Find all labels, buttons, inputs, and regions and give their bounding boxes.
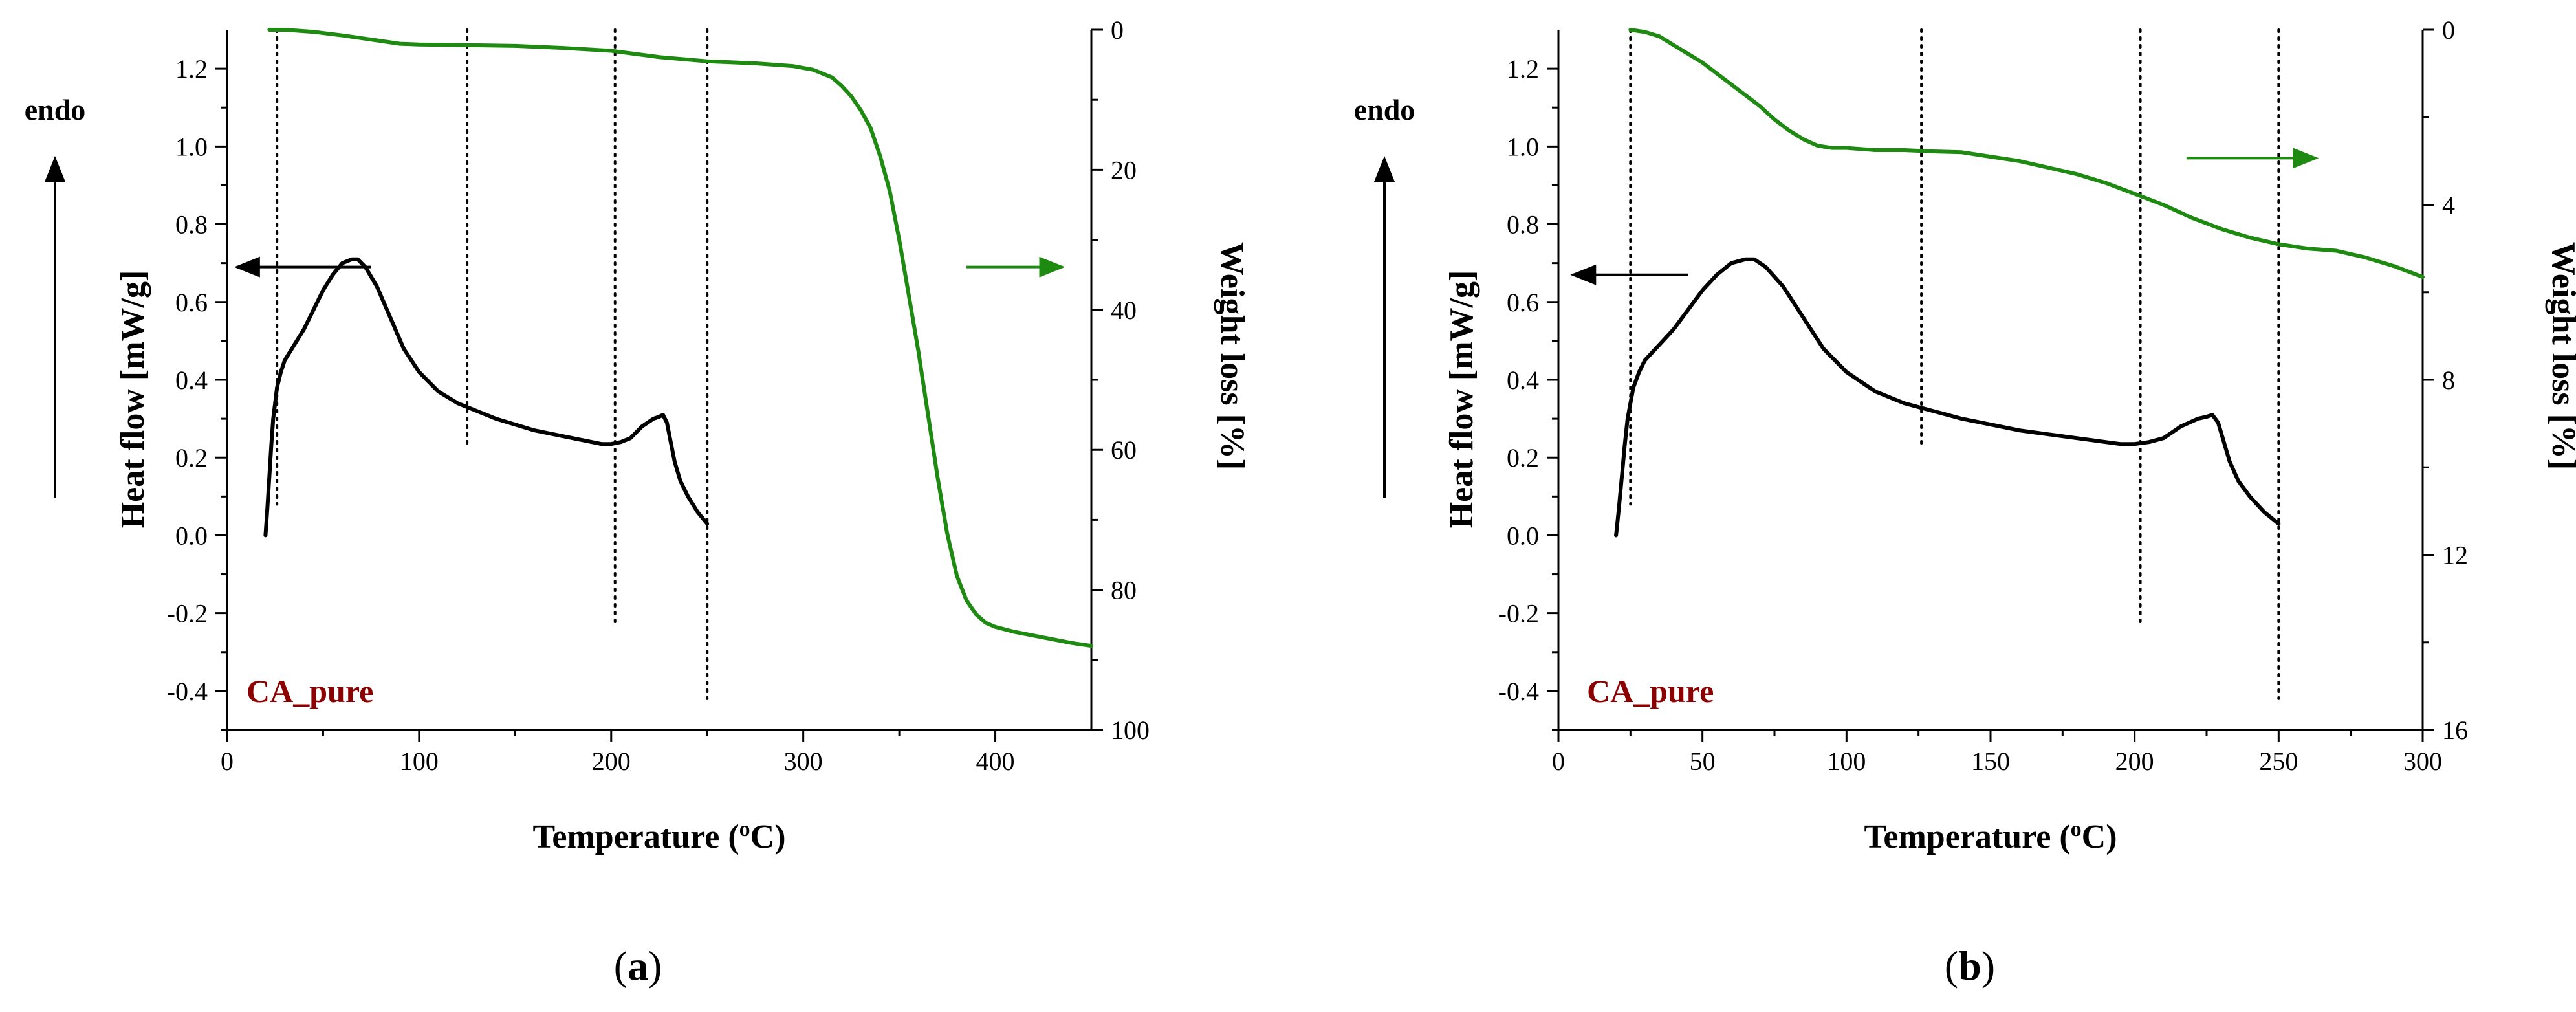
x-axis-title-main-b: Temperature (: [1864, 819, 2070, 855]
endo-label-a: endo: [25, 93, 86, 126]
x-tick-label: 400: [976, 747, 1015, 776]
y-left-tick-label: -0.2: [167, 599, 208, 628]
y-left-tick-label: 1.2: [1507, 54, 1539, 83]
y-right-tick-label: 0: [2442, 16, 2455, 45]
y-left-tick-label: 0.2: [1507, 443, 1539, 472]
x-axis-title-b: Temperature (oC): [1864, 817, 2117, 856]
panel-label-b: (b): [1945, 943, 1995, 989]
x-axis-title-end-a: C): [750, 819, 786, 855]
y-right-tick-label: 16: [2442, 716, 2468, 745]
y-left-tick-label: -0.2: [1498, 599, 1539, 628]
y-left-tick-label: 0.2: [175, 443, 208, 472]
heat-flow-curve: [1616, 259, 2278, 536]
y-right-tick-label: 80: [1111, 576, 1137, 605]
y-left-tick-label: 0.6: [175, 288, 208, 317]
y-left-tick-label: 0.0: [175, 521, 208, 550]
x-axis-title-a: Temperature (oC): [532, 817, 785, 856]
x-tick-label: 300: [2403, 747, 2442, 776]
x-tick-label: 100: [400, 747, 439, 776]
plot-area-b: 0 50 100 150 200 250 300 -0.4 -0.2 0.0 0.2 0.4 0.6 0.…: [1498, 16, 2468, 776]
figure: 0 100 200 300 400-0.4-0.20.00.20.40.60.81.01…: [0, 0, 2576, 1012]
sample-label-a: CA_pure: [246, 673, 373, 709]
panel-letter-b: b: [1958, 943, 1981, 989]
y-left-axis-title-a: Heat flow [mW/g]: [115, 270, 151, 529]
chart-panel-a: 0 100 200 300 400-0.4-0.20.00.20.40.60.81.01…: [25, 16, 1250, 989]
x-axis-title-end-b: C): [2082, 819, 2117, 855]
y-left-axis-title-b: Heat flow [mW/g]: [1443, 270, 1480, 529]
sample-label-b: CA_pure: [1587, 673, 1714, 709]
y-right-tick-label: 60: [1111, 435, 1137, 465]
y-right-tick-label: 100: [1111, 716, 1150, 745]
y-right-tick-label: 4: [2442, 191, 2455, 220]
chart-panel-b: 0 50 100 150 200 250 300 -0.4 -0.2 0.0 0.2 0.4 0.6 0.…: [1354, 16, 2576, 989]
weight-loss-curve: [269, 30, 1091, 646]
x-tick-label: 250: [2259, 747, 2298, 776]
y-right-tick-label: 20: [1111, 155, 1137, 184]
x-tick-label: 50: [1690, 747, 1716, 776]
y-right-axis-title-b: Weight loss [%]: [2545, 242, 2576, 470]
heat-flow-curve: [265, 259, 707, 536]
panel-label-a: (a): [614, 943, 662, 989]
x-axis-title-sup-b: o: [2071, 817, 2082, 841]
x-tick-label: 0: [221, 747, 234, 776]
y-right-axis-title-a: Weight loss [%]: [1214, 242, 1250, 470]
y-left-tick-label: -0.4: [1498, 677, 1539, 706]
y-right-tick-label: 12: [2442, 541, 2468, 570]
y-right-tick-label: 0: [1111, 16, 1124, 45]
y-right-tick-label: 40: [1111, 296, 1137, 325]
y-left-tick-label: 0.4: [175, 366, 208, 395]
y-left-tick-label: 0.8: [175, 210, 208, 239]
panel-letter-a: a: [628, 943, 648, 989]
y-left-tick-label: 0.0: [1507, 521, 1539, 550]
y-left-tick-label: 1.0: [1507, 132, 1539, 161]
y-left-tick-label: 1.0: [175, 132, 208, 161]
y-left-tick-label: 0.6: [1507, 288, 1539, 317]
x-tick-label: 200: [592, 747, 631, 776]
weight-loss-curve: [1630, 30, 2423, 277]
x-axis-title-sup-a: o: [739, 817, 750, 841]
x-tick-label: 0: [1552, 747, 1565, 776]
plot-area-a: 0 100 200 300 400-0.4-0.20.00.20.40.60.81.01…: [167, 16, 1150, 776]
y-right-tick-label: 8: [2442, 366, 2455, 395]
x-tick-label: 300: [784, 747, 823, 776]
x-axis-title-main-a: Temperature (: [532, 819, 739, 855]
x-tick-label: 200: [2115, 747, 2154, 776]
x-tick-label: 100: [1827, 747, 1866, 776]
y-left-tick-label: -0.4: [167, 677, 208, 706]
y-left-tick-label: 0.4: [1507, 366, 1539, 395]
endo-label-b: endo: [1354, 93, 1415, 126]
y-left-tick-label: 1.2: [175, 54, 208, 83]
y-left-tick-label: 0.8: [1507, 210, 1539, 239]
x-tick-label: 150: [1971, 747, 2010, 776]
